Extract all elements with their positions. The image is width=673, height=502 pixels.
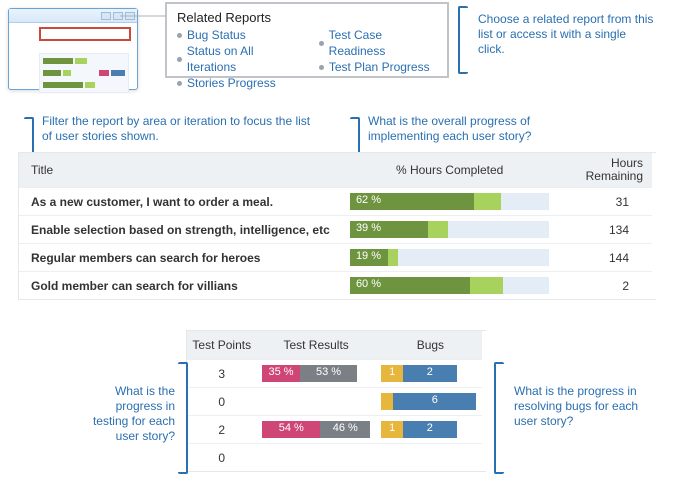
- story-row: As a new customer, I want to order a mea…: [19, 187, 655, 215]
- related-report-label: Bug Status: [187, 27, 246, 43]
- related-report-label: Status on All Iterations: [187, 43, 301, 75]
- stories-header-row: Title % Hours Completed Hours Remaining: [19, 153, 655, 187]
- connector-thumb-to-related: [120, 10, 170, 28]
- callout-overall: What is the overall progress of implemen…: [368, 114, 588, 144]
- story-row: Regular members can search for heroes 19 …: [19, 243, 655, 271]
- bugs-bar: [381, 449, 479, 466]
- test-results-bar: [262, 449, 370, 466]
- thumbnail-highlight-box: [39, 27, 131, 41]
- bullet-icon: [177, 81, 182, 86]
- bugs-bar: 6: [381, 393, 479, 410]
- bugs-bar: 12: [381, 365, 479, 382]
- report-thumbnail-window: [8, 8, 138, 90]
- col-header-test-results: Test Results: [257, 338, 376, 352]
- col-header-bugs: Bugs: [376, 338, 485, 352]
- thumbnail-body: [9, 23, 137, 89]
- bracket-related: [458, 6, 468, 74]
- story-title: As a new customer, I want to order a mea…: [19, 195, 344, 209]
- stories-table: Title % Hours Completed Hours Remaining …: [18, 152, 656, 300]
- col-header-title: Title: [19, 163, 344, 177]
- test-results-bar: 35 %53 %: [262, 365, 370, 382]
- related-reports-title: Related Reports: [177, 10, 437, 25]
- test-bugs-row: 06: [187, 387, 485, 415]
- related-report-link[interactable]: Stories Progress: [177, 75, 301, 91]
- callout-testing: What is the progress in testing for each…: [89, 384, 175, 444]
- test-bugs-row: 3 35 %53 % 12: [187, 359, 485, 387]
- hours-remaining: 134: [555, 223, 655, 237]
- test-bugs-row: 0: [187, 443, 485, 471]
- callout-bugs: What is the progress in resolving bugs f…: [514, 384, 664, 429]
- story-row: Enable selection based on strength, inte…: [19, 215, 655, 243]
- test-points-cell: 0: [187, 451, 257, 465]
- hours-completed-bar: 60 %: [350, 277, 549, 294]
- min-icon: [101, 12, 111, 20]
- thumbnail-mini-chart: [39, 53, 129, 93]
- thumbnail-titlebar: [9, 9, 137, 23]
- story-row: Gold member can search for villians 60 % 2: [19, 271, 655, 299]
- related-report-link[interactable]: Status on All Iterations: [177, 43, 301, 75]
- test-results-bar: [262, 393, 370, 410]
- test-points-cell: 2: [187, 423, 257, 437]
- col-header-test-points: Test Points: [187, 338, 257, 352]
- bullet-icon: [319, 41, 324, 46]
- test-points-cell: 0: [187, 395, 257, 409]
- test-points-cell: 3: [187, 367, 257, 381]
- related-report-label: Stories Progress: [187, 75, 276, 91]
- hours-remaining: 2: [555, 279, 655, 293]
- col-header-remaining: Hours Remaining: [555, 157, 655, 183]
- bullet-icon: [319, 65, 324, 70]
- test-results-bar: 54 %46 %: [262, 421, 370, 438]
- hours-completed-bar: 39 %: [350, 221, 549, 238]
- tb-header-row: Test Points Test Results Bugs: [187, 331, 485, 359]
- related-report-label: Test Case Readiness: [329, 27, 437, 59]
- callout-filter: Filter the report by area or iteration t…: [42, 114, 312, 144]
- story-title: Gold member can search for villians: [19, 279, 344, 293]
- test-bugs-row: 2 54 %46 % 12: [187, 415, 485, 443]
- story-title: Regular members can search for heroes: [19, 251, 344, 265]
- hours-remaining: 31: [555, 195, 655, 209]
- test-bugs-table: Test Points Test Results Bugs 3 35 %53 % 1…: [186, 330, 486, 472]
- bullet-icon: [177, 57, 182, 62]
- col-header-pct: % Hours Completed: [344, 163, 555, 177]
- bracket-testing: [178, 362, 188, 474]
- bugs-bar: 12: [381, 421, 479, 438]
- related-reports-panel: Related Reports Bug StatusStatus on All …: [165, 2, 449, 78]
- hours-completed-bar: 62 %: [350, 193, 549, 210]
- related-report-link[interactable]: Test Case Readiness: [319, 27, 437, 59]
- related-report-link[interactable]: Test Plan Progress: [319, 59, 437, 75]
- callout-choose-related: Choose a related report from this list o…: [478, 12, 654, 57]
- hours-completed-bar: 19 %: [350, 249, 549, 266]
- bullet-icon: [177, 33, 182, 38]
- related-report-link[interactable]: Bug Status: [177, 27, 301, 43]
- story-title: Enable selection based on strength, inte…: [19, 223, 344, 237]
- related-report-label: Test Plan Progress: [329, 59, 430, 75]
- hours-remaining: 144: [555, 251, 655, 265]
- bracket-bugs: [494, 362, 504, 474]
